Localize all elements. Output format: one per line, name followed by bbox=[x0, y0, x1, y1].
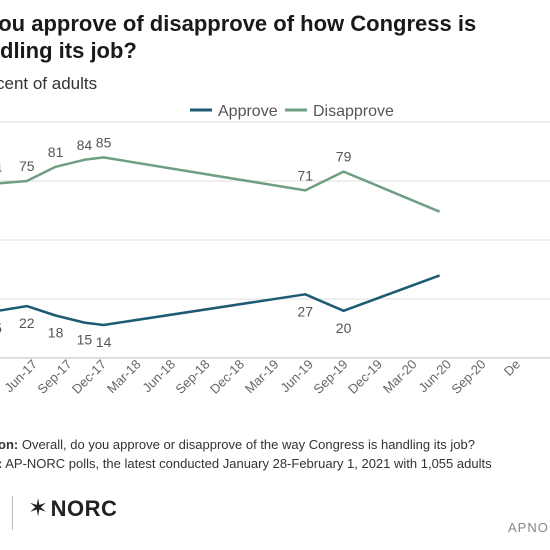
x-tick-label: De bbox=[501, 357, 523, 379]
x-tick-label: Dec-19 bbox=[345, 357, 385, 397]
source-footnote: : AP-NORC polls, the latest conducted Ja… bbox=[0, 456, 492, 471]
data-label-disapprove: 84 bbox=[77, 137, 93, 153]
chart-title-line-2: dling its job? bbox=[0, 38, 137, 63]
legend-label-disapprove: Disapprove bbox=[313, 103, 394, 120]
x-tick-label: Jun-17 bbox=[1, 357, 40, 396]
chart-subtitle: cent of adults bbox=[0, 74, 98, 93]
data-label-disapprove: 75 bbox=[19, 158, 35, 174]
x-tick-label: Sep-19 bbox=[310, 357, 350, 397]
chart-title: you approve of disapprove of how Congres… bbox=[0, 10, 550, 64]
x-tick-label: Jun-20 bbox=[415, 357, 454, 396]
question-footnote: on: Overall, do you approve or disapprov… bbox=[0, 437, 475, 452]
data-label-approve: 15 bbox=[77, 332, 93, 348]
data-label-approve: 5 bbox=[0, 320, 2, 336]
x-tick-label: Sep-20 bbox=[448, 357, 488, 397]
x-tick-label: Mar-19 bbox=[242, 357, 282, 397]
data-label-disapprove: 81 bbox=[48, 144, 64, 160]
x-tick-label: Sep-18 bbox=[172, 357, 212, 397]
data-label-disapprove: 79 bbox=[336, 149, 352, 165]
data-label-approve: 27 bbox=[297, 303, 313, 319]
x-tick-label: Mar-18 bbox=[104, 357, 144, 397]
data-label-approve: 14 bbox=[96, 334, 112, 350]
question-text: Overall, do you approve or disapprove of… bbox=[21, 437, 475, 452]
x-tick-label: Jun-18 bbox=[139, 357, 178, 396]
legend-label-approve: Approve bbox=[218, 103, 278, 120]
data-label-approve: 22 bbox=[19, 315, 35, 331]
data-label-disapprove: 85 bbox=[96, 134, 112, 150]
source-text: AP-NORC polls, the latest conducted Janu… bbox=[5, 456, 492, 471]
norc-logo: ✶NORC bbox=[28, 494, 117, 523]
question-label: on: bbox=[0, 437, 19, 452]
norc-star-icon: ✶ bbox=[28, 495, 49, 522]
chart-title-line-1: you approve of disapprove of how Congres… bbox=[0, 11, 477, 36]
data-label-approve: 18 bbox=[48, 325, 64, 341]
x-tick-label: Sep-17 bbox=[34, 357, 74, 397]
data-label-approve: 20 bbox=[336, 320, 352, 336]
x-tick-label: Dec-17 bbox=[69, 357, 109, 397]
data-label-disapprove: 71 bbox=[297, 167, 313, 183]
data-label-disapprove: 4 bbox=[0, 160, 2, 176]
series-line-approve bbox=[0, 274, 441, 327]
x-tick-label: Jun-19 bbox=[277, 357, 316, 396]
source-label: : bbox=[0, 456, 2, 471]
x-tick-label: Mar-20 bbox=[380, 357, 420, 397]
ap-norc-mark: APNO bbox=[508, 520, 549, 535]
x-tick-label: Dec-18 bbox=[207, 357, 247, 397]
norc-logo-text: NORC bbox=[50, 496, 118, 521]
series-line-disapprove bbox=[0, 156, 441, 213]
footer-divider bbox=[12, 496, 13, 530]
